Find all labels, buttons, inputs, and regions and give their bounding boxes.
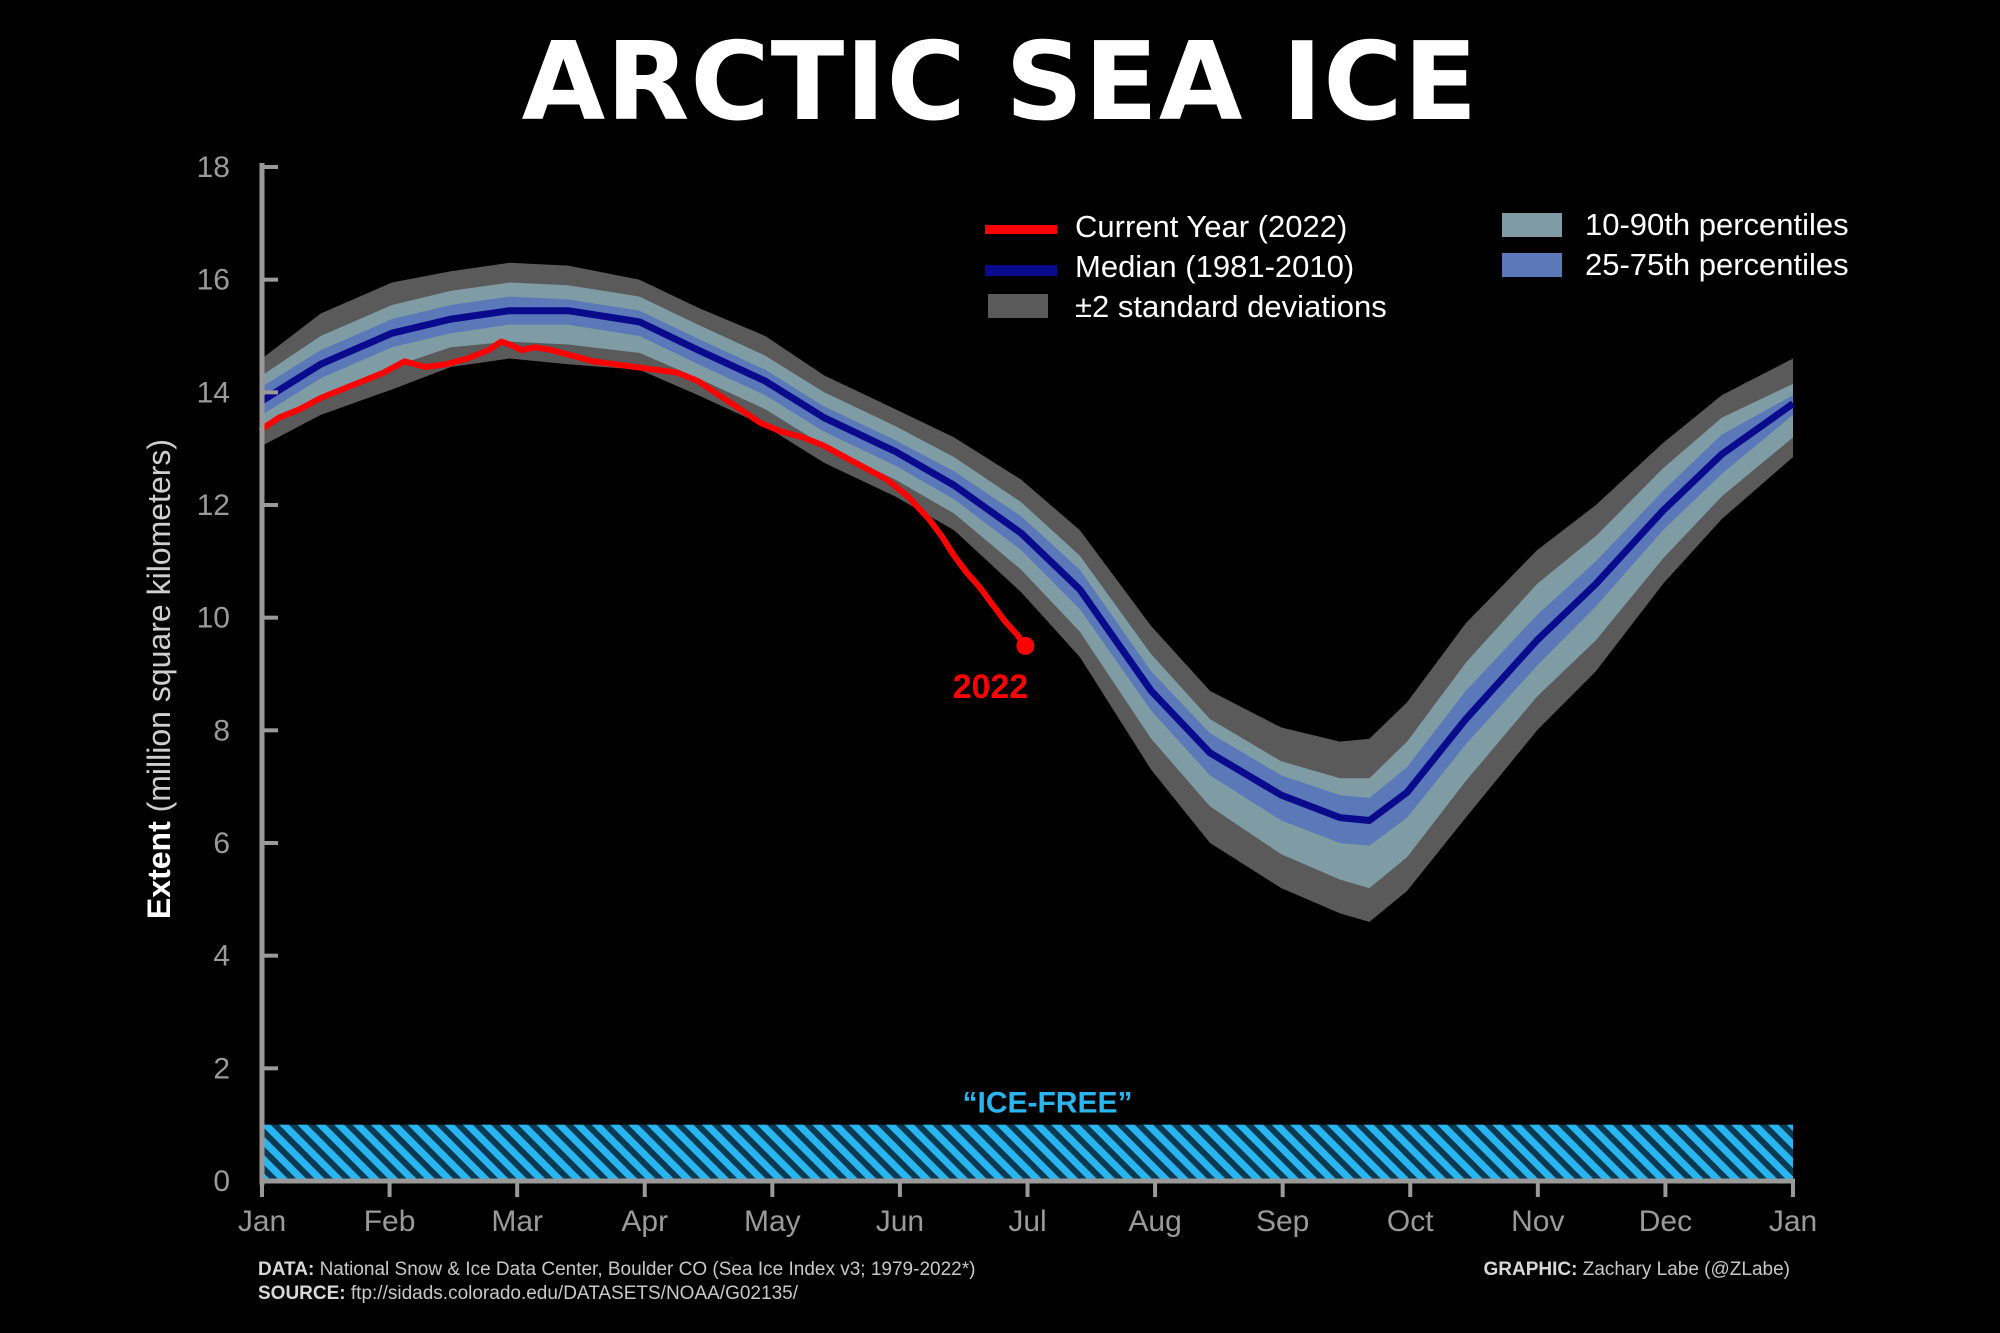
x-tick-label: Dec bbox=[1639, 1205, 1692, 1238]
y-axis-label-bold: Extent bbox=[141, 821, 177, 919]
legend-std-dev-label: ±2 standard deviations bbox=[1075, 289, 1387, 324]
legend-p10-90-label: 10-90th percentiles bbox=[1585, 207, 1849, 242]
legend-median-label: Median (1981-2010) bbox=[1075, 249, 1354, 284]
current-year-end-label: 2022 bbox=[953, 668, 1029, 706]
x-tick-label: Oct bbox=[1387, 1205, 1434, 1238]
ice-free-region bbox=[262, 1124, 1793, 1181]
x-tick-label: Sep bbox=[1256, 1205, 1309, 1238]
legend-std-dev-swatch bbox=[988, 294, 1048, 318]
legend-current-year-label: Current Year (2022) bbox=[1075, 209, 1347, 244]
x-tick-label: Nov bbox=[1511, 1205, 1564, 1238]
y-tick-label: 6 bbox=[213, 827, 230, 860]
median-line bbox=[260, 307, 1796, 824]
data-text: National Snow & Ice Data Center, Boulder… bbox=[319, 1259, 976, 1280]
graphic-label: GRAPHIC: bbox=[1483, 1259, 1578, 1280]
legend-p10-90-swatch bbox=[1502, 213, 1562, 237]
chart-title: ARCTIC SEA ICE bbox=[521, 20, 1479, 145]
x-tick-label: Apr bbox=[621, 1205, 668, 1238]
y-tick-label: 18 bbox=[197, 151, 230, 184]
footer-graphic-credit: GRAPHIC: Zachary Labe (@ZLabe) bbox=[1483, 1258, 1790, 1282]
legend-p25-75-swatch bbox=[1502, 253, 1562, 277]
x-tick-label: Jul bbox=[1008, 1205, 1046, 1238]
data-label: DATA: bbox=[258, 1259, 315, 1280]
graphic-text: Zachary Labe (@ZLabe) bbox=[1582, 1259, 1790, 1280]
legend-p25-75-label: 25-75th percentiles bbox=[1585, 247, 1849, 282]
legend-median-swatch bbox=[985, 265, 1057, 276]
y-tick-label: 4 bbox=[213, 940, 230, 973]
x-tick-label: Jan bbox=[238, 1205, 286, 1238]
x-tick-label: Aug bbox=[1128, 1205, 1181, 1238]
y-tick-label: 12 bbox=[197, 489, 230, 522]
footer-credits: DATA: National Snow & Ice Data Center, B… bbox=[258, 1258, 975, 1306]
current-year-line bbox=[259, 338, 1029, 649]
y-tick-label: 8 bbox=[213, 714, 230, 747]
source-link[interactable]: ftp://sidads.colorado.edu/DATASETS/NOAA/… bbox=[350, 1283, 798, 1304]
y-tick-label: 16 bbox=[197, 264, 230, 297]
current-year-endpoint bbox=[1016, 636, 1035, 655]
x-tick-label: Mar bbox=[491, 1205, 543, 1238]
x-tick-label: May bbox=[744, 1205, 801, 1238]
source-label: SOURCE: bbox=[258, 1283, 346, 1304]
x-tick-label: Feb bbox=[364, 1205, 416, 1238]
p10-90-band bbox=[262, 282, 1793, 889]
y-axis-label-units: (million square kilometers) bbox=[141, 439, 177, 821]
x-tick-label: Jun bbox=[876, 1205, 924, 1238]
x-tick-label: Jan bbox=[1769, 1205, 1817, 1238]
y-tick-label: 10 bbox=[197, 602, 230, 635]
y-axis-label: Extent (million square kilometers) bbox=[141, 439, 177, 919]
y-tick-label: 0 bbox=[213, 1165, 230, 1198]
y-tick-label: 14 bbox=[197, 376, 230, 409]
legend-current-year-swatch bbox=[985, 225, 1057, 234]
ice-free-label: “ICE-FREE” bbox=[962, 1087, 1132, 1120]
y-tick-label: 2 bbox=[213, 1052, 230, 1085]
